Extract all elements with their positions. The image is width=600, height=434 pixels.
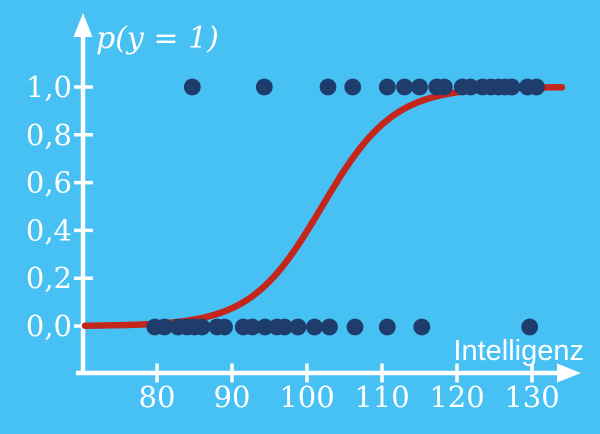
data-point bbox=[156, 318, 173, 336]
y-axis-arrow-icon bbox=[73, 13, 93, 37]
y-axis-title: p(y = 1) bbox=[96, 21, 219, 56]
y-tick-label: 0,6 bbox=[26, 166, 72, 200]
data-point bbox=[319, 78, 337, 96]
data-point bbox=[216, 318, 233, 336]
y-tick-label: 0,4 bbox=[26, 213, 72, 247]
data-point bbox=[346, 318, 364, 336]
data-point bbox=[344, 78, 362, 96]
x-tick-label: 130 bbox=[504, 380, 559, 414]
y-tick-label: 0,8 bbox=[26, 118, 72, 152]
data-point bbox=[413, 318, 431, 336]
x-tick-label: 90 bbox=[214, 380, 251, 414]
data-point bbox=[521, 318, 539, 336]
data-point bbox=[256, 318, 274, 336]
data-point bbox=[411, 78, 428, 96]
data-point bbox=[306, 318, 323, 336]
data-point bbox=[276, 318, 293, 336]
data-point bbox=[183, 78, 201, 96]
data-point bbox=[243, 318, 261, 336]
x-tick-label: 120 bbox=[429, 380, 484, 414]
x-tick-label: 110 bbox=[354, 380, 409, 414]
logistic-curve bbox=[81, 84, 566, 329]
y-tick-label: 0,0 bbox=[26, 309, 72, 343]
data-point bbox=[435, 78, 453, 96]
chart-generated-layer: 0,0 0,2 0,4 0,6 0,8 1,0 80 90 100 110 120 130 bbox=[26, 13, 581, 414]
x-tick-label: 80 bbox=[139, 380, 176, 414]
y-tick-label: 1,0 bbox=[26, 70, 72, 104]
data-point bbox=[321, 318, 338, 336]
data-point bbox=[528, 78, 545, 96]
x-tick-label: 100 bbox=[279, 380, 334, 414]
data-point bbox=[396, 78, 413, 96]
data-point bbox=[378, 78, 396, 96]
data-point bbox=[193, 318, 211, 336]
data-point bbox=[503, 78, 521, 96]
data-point bbox=[462, 78, 479, 96]
data-point bbox=[255, 78, 273, 96]
data-point bbox=[378, 318, 396, 336]
x-axis-title: Intelligenz bbox=[453, 335, 584, 367]
y-tick-label: 0,2 bbox=[26, 261, 72, 295]
data-point bbox=[289, 318, 307, 336]
x-axis-arrow-icon bbox=[557, 363, 581, 383]
